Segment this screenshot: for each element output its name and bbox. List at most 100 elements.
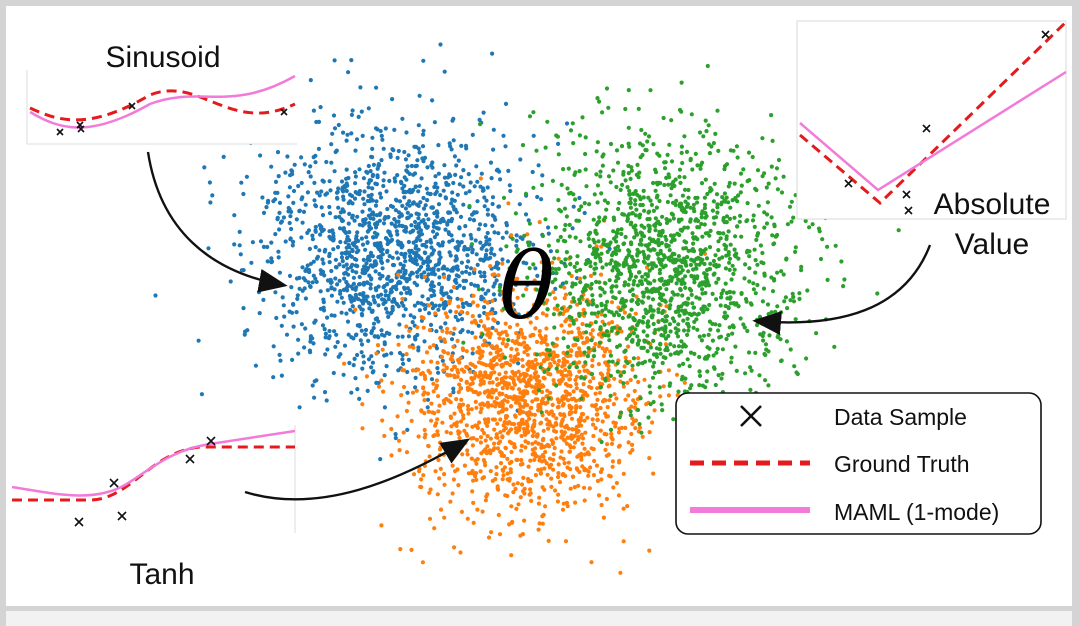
scatter-point-orange bbox=[439, 354, 445, 359]
scatter-point-blue bbox=[241, 191, 246, 197]
scatter-point-green bbox=[714, 192, 720, 197]
scatter-point-orange bbox=[509, 404, 514, 409]
scatter-point-green bbox=[573, 197, 578, 202]
scatter-point-blue bbox=[457, 283, 462, 288]
scatter-point-blue bbox=[276, 249, 281, 254]
scatter-point-orange bbox=[498, 461, 504, 466]
scatter-point-orange bbox=[469, 320, 475, 325]
scatter-point-green bbox=[690, 167, 695, 172]
scatter-point-blue bbox=[360, 313, 365, 318]
scatter-point-orange bbox=[517, 401, 522, 406]
scatter-point-blue bbox=[449, 216, 455, 222]
scatter-point-green bbox=[621, 304, 626, 309]
legend-data-sample: Data Sample bbox=[834, 404, 967, 430]
scatter-point-blue bbox=[300, 220, 305, 225]
scatter-point-blue bbox=[475, 179, 480, 184]
scatter-point-green bbox=[586, 236, 591, 241]
scatter-point-green bbox=[602, 242, 607, 247]
scatter-point-blue bbox=[346, 70, 351, 75]
scatter-point-blue bbox=[384, 330, 390, 335]
scatter-point-green bbox=[603, 376, 608, 381]
scatter-point-green bbox=[747, 266, 752, 271]
scatter-point-blue bbox=[334, 265, 339, 270]
scatter-point-green bbox=[588, 264, 593, 269]
scatter-point-blue bbox=[381, 178, 386, 183]
scatter-point-green bbox=[745, 201, 750, 206]
scatter-point-orange bbox=[453, 452, 458, 457]
scatter-point-orange bbox=[436, 409, 441, 414]
scatter-point-green bbox=[804, 356, 809, 361]
scatter-point-green bbox=[775, 187, 781, 192]
scatter-point-blue bbox=[470, 351, 475, 356]
scatter-point-orange bbox=[564, 441, 570, 446]
scatter-point-orange bbox=[519, 331, 525, 336]
scatter-point-green bbox=[579, 396, 584, 401]
scatter-point-blue bbox=[333, 257, 338, 262]
scatter-point-orange bbox=[505, 399, 510, 404]
scatter-point-blue bbox=[370, 210, 375, 215]
scatter-point-blue bbox=[396, 256, 401, 261]
scatter-point-blue bbox=[373, 269, 378, 274]
scatter-point-blue bbox=[470, 132, 475, 137]
scatter-point-orange bbox=[500, 352, 505, 357]
scatter-point-green bbox=[735, 224, 740, 229]
scatter-point-blue bbox=[397, 350, 403, 356]
scatter-point-green bbox=[679, 144, 685, 149]
scatter-point-green bbox=[715, 210, 720, 215]
scatter-point-blue bbox=[414, 283, 420, 288]
scatter-point-orange bbox=[647, 456, 652, 461]
scatter-point-orange bbox=[515, 352, 521, 357]
scatter-point-orange bbox=[507, 522, 512, 527]
scatter-point-orange bbox=[427, 345, 433, 350]
scatter-point-blue bbox=[459, 317, 465, 322]
scatter-point-green bbox=[700, 160, 705, 165]
scatter-point-orange bbox=[438, 466, 443, 471]
scatter-point-green bbox=[559, 182, 564, 187]
scatter-point-blue bbox=[308, 261, 313, 266]
scatter-point-blue bbox=[208, 200, 213, 205]
scatter-point-orange bbox=[421, 473, 426, 478]
tanh-inset-panel bbox=[12, 425, 295, 533]
scatter-point-orange bbox=[621, 506, 626, 511]
scatter-point-green bbox=[655, 193, 660, 198]
scatter-point-orange bbox=[451, 477, 456, 482]
scatter-point-green bbox=[733, 197, 738, 202]
scatter-point-blue bbox=[380, 137, 385, 142]
scatter-point-orange bbox=[595, 314, 600, 319]
scatter-point-orange bbox=[433, 423, 438, 428]
scatter-point-orange bbox=[589, 446, 594, 451]
scatter-point-green bbox=[589, 281, 594, 287]
scatter-point-orange bbox=[492, 427, 497, 432]
scatter-point-orange bbox=[510, 307, 515, 312]
scatter-point-orange bbox=[493, 404, 498, 409]
scatter-point-orange bbox=[456, 304, 461, 309]
scatter-point-orange bbox=[500, 386, 505, 391]
scatter-point-green bbox=[761, 330, 766, 335]
scatter-point-blue bbox=[378, 128, 383, 134]
scatter-point-green bbox=[733, 344, 738, 349]
scatter-point-green bbox=[568, 255, 573, 260]
scatter-point-orange bbox=[609, 441, 615, 446]
scatter-point-orange bbox=[449, 367, 454, 372]
scatter-point-green bbox=[640, 274, 645, 279]
scatter-point-blue bbox=[437, 243, 442, 248]
scatter-point-green bbox=[716, 248, 721, 253]
scatter-point-blue bbox=[308, 339, 313, 344]
scatter-point-blue bbox=[539, 197, 544, 202]
scatter-point-blue bbox=[332, 287, 337, 292]
scatter-point-blue bbox=[371, 162, 376, 167]
scatter-point-blue bbox=[366, 254, 371, 259]
scatter-point-green bbox=[769, 215, 774, 220]
scatter-point-green bbox=[643, 131, 648, 136]
scatter-point-orange bbox=[508, 470, 513, 475]
scatter-point-green bbox=[664, 220, 670, 225]
scatter-point-orange bbox=[435, 429, 440, 434]
scatter-point-blue bbox=[275, 150, 281, 155]
scatter-point-orange bbox=[567, 449, 573, 454]
scatter-point-green bbox=[575, 254, 580, 259]
scatter-point-orange bbox=[569, 330, 574, 335]
scatter-point-orange bbox=[457, 360, 462, 365]
scatter-point-orange bbox=[449, 424, 454, 429]
scatter-point-orange bbox=[432, 433, 437, 438]
